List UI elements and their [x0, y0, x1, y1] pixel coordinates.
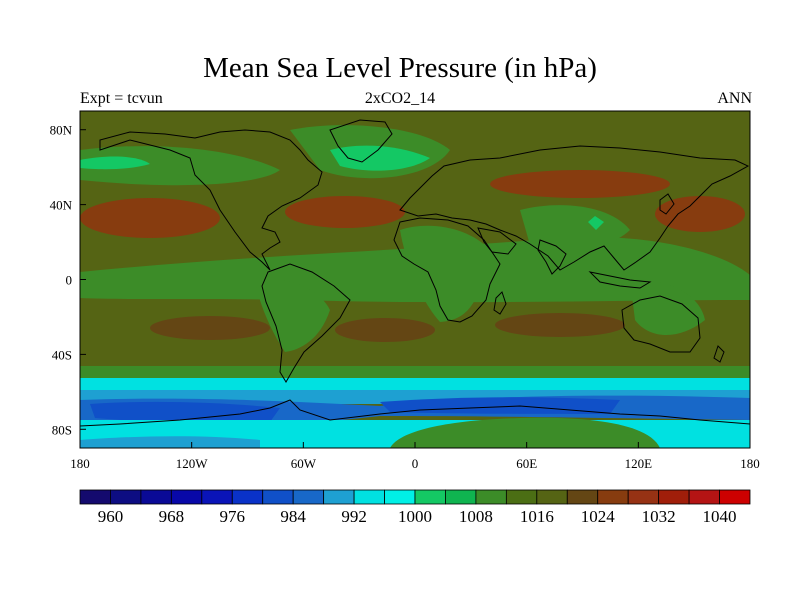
field-north-pacific-high	[80, 198, 220, 238]
colorbar-swatch	[170, 489, 203, 505]
colorbar-swatch	[323, 489, 355, 505]
longitude-axis: 180 120W 60W 0 60E 120E 180	[70, 442, 760, 471]
latitude-axis: 80N 40N 0 40S 80S	[50, 123, 86, 437]
colorbar-swatch	[719, 489, 751, 505]
colorbar-swatch	[140, 489, 172, 505]
coast-japan	[659, 193, 675, 215]
lat-tick-label: 40S	[52, 347, 72, 362]
colorbar-swatch	[110, 489, 142, 505]
coast-australia	[621, 295, 701, 353]
lon-tick-label: 120W	[176, 456, 209, 471]
lat-tick-label: 80S	[52, 422, 72, 437]
coast-north-america	[99, 129, 323, 271]
colorbar-swatch	[384, 489, 416, 505]
run-label: 2xCO2_14	[364, 90, 436, 107]
coast-indonesia	[588, 271, 652, 289]
field-south-pacific-high	[150, 316, 270, 340]
pressure-field	[80, 111, 750, 448]
lon-tick-label: 0	[412, 456, 419, 471]
field-indian-ocean-high	[495, 313, 625, 337]
colorbar-swatch	[536, 489, 568, 505]
colorbar	[79, 489, 751, 505]
field-aleutian-low	[80, 146, 280, 186]
colorbar-swatch	[353, 489, 385, 505]
field-antarctic-green	[390, 417, 660, 448]
coast-madagascar	[493, 291, 507, 315]
field-africa-low	[400, 225, 490, 322]
coast-south-america	[261, 263, 351, 383]
colorbar-swatch	[414, 489, 446, 505]
colorbar-swatch	[445, 489, 477, 505]
chart-title: Mean Sea Level Pressure (in hPa)	[203, 52, 597, 84]
lon-tick-label: 60W	[291, 456, 317, 471]
field-band-deep-blue-a	[90, 401, 280, 423]
coast-greenland	[329, 119, 393, 163]
colorbar-swatch	[262, 489, 294, 505]
coast-antarctica	[80, 399, 750, 427]
colorbar-swatch	[292, 489, 325, 505]
colorbar-label: 1000	[398, 507, 432, 526]
colorbar-label: 960	[98, 507, 124, 526]
field-australia-low	[630, 279, 705, 335]
coast-india	[537, 239, 567, 275]
colorbar-swatch	[475, 489, 507, 505]
field-band-cyan	[80, 378, 750, 392]
colorbar-swatch	[688, 489, 720, 505]
colorbar-label: 1040	[703, 507, 737, 526]
colorbar-swatch	[79, 489, 111, 505]
colorbar-label: 1008	[459, 507, 493, 526]
lon-tick-label: 120E	[625, 456, 653, 471]
colorbar-swatch	[566, 489, 599, 505]
colorbar-label: 1024	[581, 507, 616, 526]
lon-tick-label: 180	[70, 456, 90, 471]
field-antarctic-lightblue	[80, 436, 260, 448]
field-icelandic-low-core	[330, 145, 430, 171]
coast-africa	[393, 217, 501, 323]
experiment-label: Expt = tcvun	[80, 90, 163, 107]
colorbar-swatch	[627, 489, 660, 505]
colorbar-labels: 960 968 976 984 992 1000 1008 1016 1024 1032 1040	[98, 507, 737, 526]
season-label: ANN	[717, 90, 752, 107]
colorbar-label: 1016	[520, 507, 554, 526]
colorbar-label: 976	[220, 507, 246, 526]
field-asia-low	[520, 205, 630, 250]
colorbar-swatch	[505, 489, 538, 505]
lat-tick-label: 40N	[50, 198, 73, 213]
coast-arabia	[477, 227, 517, 255]
colorbar-label: 984	[280, 507, 306, 526]
field-siberian-high	[490, 170, 670, 198]
field-azores-high	[285, 196, 405, 228]
field-aleutian-low-core	[80, 156, 150, 170]
lat-tick-label: 0	[66, 273, 73, 288]
lon-tick-label: 60E	[516, 456, 537, 471]
colorbar-label: 1032	[642, 507, 676, 526]
coastlines	[80, 119, 750, 427]
colorbar-label: 968	[159, 507, 185, 526]
colorbar-swatch	[597, 489, 629, 505]
coast-new-zealand	[713, 345, 725, 363]
field-south-america-low	[255, 279, 330, 352]
field-west-pacific-high	[655, 196, 745, 232]
colorbar-label: 992	[341, 507, 367, 526]
field-tibet-low-core	[588, 216, 604, 230]
field-band-deep-blue-b	[380, 397, 620, 414]
lat-tick-label: 80N	[50, 123, 73, 138]
colorbar-swatch	[658, 489, 690, 505]
colorbar-swatch	[201, 489, 233, 505]
colorbar-swatch	[231, 489, 264, 505]
field-south-atlantic-high	[335, 318, 435, 342]
coast-eurasia	[399, 145, 750, 271]
lon-tick-label: 180	[740, 456, 760, 471]
